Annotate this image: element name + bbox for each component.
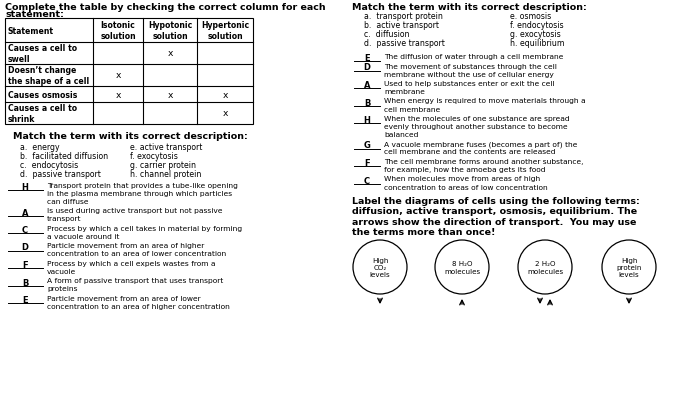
Text: membrane: membrane (384, 89, 425, 95)
Text: e. active transport: e. active transport (130, 142, 202, 152)
Text: Match the term with its correct description:: Match the term with its correct descript… (352, 3, 587, 12)
Text: g. carrier protein: g. carrier protein (130, 161, 196, 170)
Text: h. channel protein: h. channel protein (130, 170, 202, 178)
Text: x: x (167, 50, 173, 58)
Text: Hypotonic
solution: Hypotonic solution (148, 21, 192, 40)
Text: concentration to an area of lower concentration: concentration to an area of lower concen… (47, 251, 226, 257)
Text: Match the term with its correct description:: Match the term with its correct descript… (13, 132, 248, 141)
Text: Hypertonic
solution: Hypertonic solution (201, 21, 249, 40)
Text: E: E (364, 54, 370, 63)
Text: Particle movement from an area of lower: Particle movement from an area of lower (47, 295, 201, 301)
Text: The movement of substances through the cell: The movement of substances through the c… (384, 63, 557, 69)
Text: D: D (22, 243, 29, 252)
Text: d.  passive transport: d. passive transport (364, 39, 445, 48)
Text: statement:: statement: (5, 10, 64, 19)
Text: cell membrane: cell membrane (384, 106, 440, 112)
Text: D: D (363, 63, 370, 72)
Text: b.  facilitated diffusion: b. facilitated diffusion (20, 152, 108, 161)
Text: g. exocytosis: g. exocytosis (510, 30, 561, 39)
Text: evenly throughout another substance to become: evenly throughout another substance to b… (384, 124, 568, 130)
Text: h. equilibrium: h. equilibrium (510, 39, 564, 48)
Text: balanced: balanced (384, 132, 419, 138)
Text: Process by which a cell takes in material by forming: Process by which a cell takes in materia… (47, 225, 242, 231)
Text: Causes a cell to
swell: Causes a cell to swell (8, 44, 77, 64)
Text: Statement: Statement (8, 26, 54, 36)
Text: C: C (22, 225, 28, 235)
Text: a.  transport protein: a. transport protein (364, 12, 443, 21)
Text: A: A (364, 81, 370, 90)
Text: 8 H₂O
molecules: 8 H₂O molecules (444, 261, 480, 274)
Text: can diffuse: can diffuse (47, 199, 88, 204)
Text: concentration to areas of low concentration: concentration to areas of low concentrat… (384, 184, 547, 190)
Text: Is used during active transport but not passive: Is used during active transport but not … (47, 208, 223, 214)
Text: Causes a cell to
shrink: Causes a cell to shrink (8, 104, 77, 123)
Text: H: H (363, 116, 370, 125)
Text: a.  energy: a. energy (20, 142, 60, 152)
Text: E: E (22, 295, 28, 304)
Text: A: A (22, 208, 28, 217)
Text: The diffusion of water through a cell membrane: The diffusion of water through a cell me… (384, 54, 564, 60)
Text: Label the diagrams of cells using the following terms:
diffusion, active transpo: Label the diagrams of cells using the fo… (352, 197, 640, 237)
Text: When molecules move from areas of high: When molecules move from areas of high (384, 176, 540, 182)
Text: concentration to an area of higher concentration: concentration to an area of higher conce… (47, 303, 230, 309)
Text: High
protein
levels: High protein levels (616, 257, 642, 277)
Text: b.  active transport: b. active transport (364, 21, 439, 30)
Text: A vacuole membrane fuses (becomes a part of) the: A vacuole membrane fuses (becomes a part… (384, 141, 578, 147)
Text: Used to help substances enter or exit the cell: Used to help substances enter or exit th… (384, 81, 554, 87)
Text: B: B (364, 98, 370, 107)
Text: When energy is required to move materials through a: When energy is required to move material… (384, 98, 586, 104)
Text: transport: transport (47, 216, 81, 222)
Text: C: C (364, 176, 370, 185)
Text: cell membrane and the contents are released: cell membrane and the contents are relea… (384, 149, 556, 155)
Text: f. exocytosis: f. exocytosis (130, 152, 178, 161)
Text: Transport protein that provides a tube-like opening: Transport protein that provides a tube-l… (47, 183, 238, 189)
Bar (5, 19, 253, 125)
Text: The cell membrane forms around another substance,: The cell membrane forms around another s… (384, 159, 584, 165)
Text: a vacuole around it: a vacuole around it (47, 233, 120, 240)
Text: in the plasma membrane through which particles: in the plasma membrane through which par… (47, 190, 232, 197)
Text: Process by which a cell expels wastes from a: Process by which a cell expels wastes fr… (47, 260, 216, 266)
Text: x: x (167, 90, 173, 99)
Text: proteins: proteins (47, 286, 78, 292)
Text: e. osmosis: e. osmosis (510, 12, 552, 21)
Text: Complete the table by checking the correct column for each: Complete the table by checking the corre… (5, 3, 326, 12)
Text: for example, how the amoeba gets its food: for example, how the amoeba gets its foo… (384, 166, 545, 173)
Text: H: H (22, 183, 29, 192)
Text: c.  diffusion: c. diffusion (364, 30, 409, 39)
Text: Isotonic
solution: Isotonic solution (100, 21, 136, 40)
Text: When the molecules of one substance are spread: When the molecules of one substance are … (384, 116, 570, 122)
Text: F: F (364, 159, 370, 168)
Text: vacuole: vacuole (47, 268, 76, 274)
Text: c.  endocytosis: c. endocytosis (20, 161, 78, 170)
Text: f. endocytosis: f. endocytosis (510, 21, 564, 30)
Text: F: F (22, 260, 28, 269)
Text: x: x (116, 90, 120, 99)
Text: x: x (116, 71, 120, 80)
Text: A form of passive transport that uses transport: A form of passive transport that uses tr… (47, 278, 223, 284)
Text: membrane without the use of cellular energy: membrane without the use of cellular ene… (384, 71, 554, 77)
Text: Particle movement from an area of higher: Particle movement from an area of higher (47, 243, 204, 249)
Text: 2 H₂O
molecules: 2 H₂O molecules (527, 261, 563, 274)
Text: Causes osmosis: Causes osmosis (8, 90, 78, 99)
Text: d.  passive transport: d. passive transport (20, 170, 101, 178)
Text: x: x (223, 109, 228, 118)
Text: x: x (223, 90, 228, 99)
Text: Doesn’t change
the shape of a cell: Doesn’t change the shape of a cell (8, 66, 90, 85)
Text: High
CO₂
levels: High CO₂ levels (370, 257, 391, 277)
Text: B: B (22, 278, 28, 287)
Text: G: G (363, 141, 370, 150)
